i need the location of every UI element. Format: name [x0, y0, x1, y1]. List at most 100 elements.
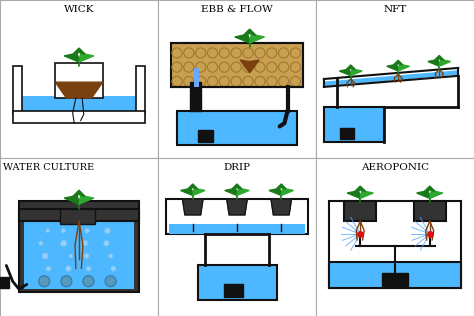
- Text: AEROPONIC: AEROPONIC: [361, 163, 429, 172]
- Circle shape: [84, 253, 89, 258]
- Bar: [136, 66, 146, 114]
- Polygon shape: [326, 71, 456, 85]
- Bar: [169, 224, 305, 234]
- Circle shape: [291, 48, 301, 58]
- Circle shape: [172, 48, 182, 58]
- Text: NFT: NFT: [383, 5, 407, 14]
- Circle shape: [109, 254, 113, 258]
- Bar: [198, 265, 276, 300]
- Bar: [166, 199, 308, 234]
- Polygon shape: [439, 59, 451, 66]
- Circle shape: [184, 76, 194, 87]
- Bar: [328, 201, 461, 288]
- Circle shape: [172, 62, 182, 72]
- Text: DRIP: DRIP: [224, 163, 250, 172]
- Polygon shape: [250, 34, 264, 43]
- Polygon shape: [398, 64, 410, 71]
- Circle shape: [61, 276, 72, 287]
- Circle shape: [184, 62, 194, 72]
- Polygon shape: [417, 191, 430, 198]
- Circle shape: [279, 48, 289, 58]
- Polygon shape: [347, 191, 360, 198]
- Circle shape: [255, 62, 265, 72]
- Polygon shape: [227, 199, 247, 215]
- Circle shape: [279, 62, 289, 72]
- Bar: [340, 128, 354, 139]
- Circle shape: [208, 48, 218, 58]
- Polygon shape: [355, 186, 365, 191]
- Circle shape: [196, 62, 206, 72]
- Circle shape: [196, 48, 206, 58]
- Polygon shape: [79, 53, 94, 62]
- Circle shape: [243, 76, 253, 87]
- Bar: [194, 68, 199, 87]
- Circle shape: [255, 76, 265, 87]
- Circle shape: [39, 241, 43, 246]
- Circle shape: [111, 266, 116, 271]
- Bar: [19, 209, 139, 221]
- Polygon shape: [188, 184, 198, 189]
- Polygon shape: [424, 186, 435, 191]
- Circle shape: [231, 76, 241, 87]
- Polygon shape: [244, 29, 256, 35]
- Circle shape: [231, 62, 241, 72]
- Circle shape: [267, 76, 277, 87]
- Circle shape: [86, 266, 91, 271]
- Bar: [328, 262, 461, 288]
- Circle shape: [196, 76, 206, 87]
- Bar: [0, 276, 9, 288]
- Bar: [16, 96, 142, 120]
- Circle shape: [208, 62, 218, 72]
- Polygon shape: [346, 65, 356, 70]
- Polygon shape: [387, 64, 398, 71]
- Circle shape: [82, 240, 88, 246]
- Polygon shape: [64, 196, 79, 204]
- Polygon shape: [269, 188, 281, 196]
- Circle shape: [267, 62, 277, 72]
- Circle shape: [172, 76, 182, 87]
- Polygon shape: [430, 191, 443, 198]
- Polygon shape: [182, 199, 203, 215]
- Circle shape: [83, 276, 94, 287]
- Polygon shape: [351, 69, 362, 76]
- Polygon shape: [435, 56, 444, 60]
- Circle shape: [103, 240, 109, 246]
- Text: EBB & FLOW: EBB & FLOW: [201, 5, 273, 14]
- Circle shape: [39, 276, 50, 287]
- Bar: [24, 218, 134, 289]
- Bar: [55, 63, 103, 98]
- Polygon shape: [240, 60, 259, 73]
- Bar: [13, 111, 146, 123]
- Polygon shape: [79, 196, 94, 204]
- Polygon shape: [73, 48, 85, 54]
- Polygon shape: [281, 188, 293, 196]
- Bar: [324, 107, 384, 142]
- Bar: [171, 43, 303, 87]
- Circle shape: [219, 62, 229, 72]
- Bar: [190, 82, 201, 111]
- Polygon shape: [360, 191, 374, 198]
- Circle shape: [184, 48, 194, 58]
- Polygon shape: [225, 188, 237, 196]
- Polygon shape: [73, 190, 85, 196]
- Bar: [19, 201, 139, 292]
- Polygon shape: [428, 59, 439, 66]
- Polygon shape: [339, 69, 351, 76]
- Polygon shape: [237, 188, 249, 196]
- Polygon shape: [393, 60, 403, 65]
- Circle shape: [61, 228, 65, 233]
- Circle shape: [105, 228, 110, 234]
- Circle shape: [46, 266, 51, 271]
- Circle shape: [65, 266, 71, 271]
- Circle shape: [279, 76, 289, 87]
- Circle shape: [219, 76, 229, 87]
- Polygon shape: [271, 199, 292, 215]
- Polygon shape: [193, 188, 205, 196]
- Circle shape: [231, 48, 241, 58]
- Bar: [224, 284, 243, 297]
- Polygon shape: [64, 53, 79, 62]
- Bar: [383, 273, 408, 286]
- Bar: [414, 201, 446, 221]
- Circle shape: [208, 76, 218, 87]
- Circle shape: [69, 254, 73, 258]
